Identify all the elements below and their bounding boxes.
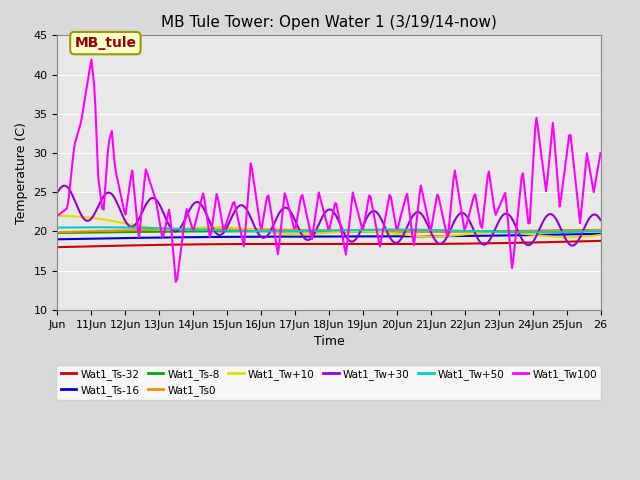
Wat1_Tw+50 xyxy=(232,228,239,234)
Line: Wat1_Ts-16: Wat1_Ts-16 xyxy=(58,234,600,240)
Y-axis label: Temperature (C): Temperature (C) xyxy=(15,122,28,224)
Wat1_Tw+50 xyxy=(94,225,102,230)
Wat1_Ts0 xyxy=(119,228,127,233)
Wat1_Ts0 xyxy=(54,229,61,235)
Wat1_Ts0 xyxy=(447,229,454,235)
Wat1_Tw+50 xyxy=(450,228,458,233)
Wat1_Tw100 xyxy=(448,191,456,197)
Wat1_Ts-8 xyxy=(230,228,238,234)
Wat1_Tw+50 xyxy=(120,225,128,230)
Title: MB Tule Tower: Open Water 1 (3/19/14-now): MB Tule Tower: Open Water 1 (3/19/14-now… xyxy=(161,15,497,30)
Wat1_Ts-32 xyxy=(445,241,453,247)
Line: Wat1_Tw+50: Wat1_Tw+50 xyxy=(58,228,600,232)
Wat1_Ts0 xyxy=(270,227,278,232)
Wat1_Tw+50 xyxy=(54,225,61,230)
Wat1_Ts-16 xyxy=(54,237,61,242)
Wat1_Ts-8 xyxy=(54,230,61,236)
Wat1_Ts-16 xyxy=(269,234,276,240)
Line: Wat1_Ts-8: Wat1_Ts-8 xyxy=(58,230,600,233)
Wat1_Tw+10 xyxy=(564,234,572,240)
Wat1_Tw100 xyxy=(271,235,279,240)
Wat1_Tw+30 xyxy=(54,190,61,195)
Wat1_Tw100 xyxy=(451,168,459,173)
Wat1_Tw100 xyxy=(54,213,61,219)
Wat1_Tw+30 xyxy=(596,217,604,223)
Legend: Wat1_Ts-32, Wat1_Ts-16, Wat1_Ts-8, Wat1_Ts0, Wat1_Tw+10, Wat1_Tw+30, Wat1_Tw+50,: Wat1_Ts-32, Wat1_Ts-16, Wat1_Ts-8, Wat1_… xyxy=(56,364,602,400)
Line: Wat1_Tw+10: Wat1_Tw+10 xyxy=(58,216,600,237)
Wat1_Tw+30 xyxy=(232,207,239,213)
Line: Wat1_Tw+30: Wat1_Tw+30 xyxy=(58,186,600,246)
Wat1_Ts-16 xyxy=(445,233,453,239)
Line: Wat1_Ts0: Wat1_Ts0 xyxy=(58,229,600,232)
Wat1_Ts-32 xyxy=(54,244,61,250)
Wat1_Tw100 xyxy=(172,279,180,285)
Wat1_Tw+50 xyxy=(397,227,404,232)
Wat1_Tw+50 xyxy=(447,228,454,233)
Wat1_Ts-32 xyxy=(596,238,604,244)
Wat1_Tw+10 xyxy=(54,213,61,219)
Wat1_Ts-16 xyxy=(119,235,127,241)
Wat1_Tw+50 xyxy=(596,228,604,234)
Wat1_Ts0 xyxy=(596,227,604,233)
Wat1_Tw+30 xyxy=(450,220,458,226)
Wat1_Tw100 xyxy=(596,150,604,156)
Wat1_Tw+30 xyxy=(397,237,404,243)
Wat1_Ts-32 xyxy=(269,241,276,247)
Wat1_Tw100 xyxy=(120,207,128,213)
Wat1_Tw+10 xyxy=(445,233,453,239)
Text: MB_tule: MB_tule xyxy=(74,36,136,50)
Wat1_Tw+10 xyxy=(396,231,403,237)
Wat1_Tw+30 xyxy=(120,216,128,222)
Wat1_Tw+30 xyxy=(60,183,68,189)
Wat1_Ts-8 xyxy=(596,227,604,233)
Wat1_Ts-16 xyxy=(396,234,403,240)
Wat1_Ts-16 xyxy=(230,234,238,240)
Wat1_Tw+10 xyxy=(119,220,127,226)
Wat1_Ts-8 xyxy=(269,228,276,234)
Wat1_Tw100 xyxy=(398,210,406,216)
Wat1_Ts-32 xyxy=(396,241,403,247)
Wat1_Tw+10 xyxy=(596,232,604,238)
Wat1_Ts0 xyxy=(397,228,404,234)
Wat1_Tw+30 xyxy=(568,243,576,249)
Wat1_Ts-32 xyxy=(230,241,238,247)
Wat1_Ts-32 xyxy=(119,243,127,249)
Wat1_Ts-8 xyxy=(119,229,127,235)
Wat1_Tw+30 xyxy=(270,221,278,227)
Wat1_Tw+50 xyxy=(270,228,278,234)
Wat1_Tw+30 xyxy=(447,226,454,232)
X-axis label: Time: Time xyxy=(314,335,344,348)
Wat1_Ts-16 xyxy=(596,231,604,237)
Wat1_Ts-8 xyxy=(445,228,453,234)
Wat1_Ts0 xyxy=(216,227,223,232)
Wat1_Tw100 xyxy=(233,212,241,217)
Wat1_Ts0 xyxy=(232,227,239,232)
Wat1_Tw+50 xyxy=(531,229,539,235)
Wat1_Ts-32 xyxy=(448,241,456,247)
Wat1_Ts-8 xyxy=(448,228,456,234)
Wat1_Ts0 xyxy=(450,229,458,235)
Wat1_Ts-8 xyxy=(396,229,403,235)
Wat1_Ts-16 xyxy=(448,233,456,239)
Wat1_Tw+10 xyxy=(448,233,456,239)
Line: Wat1_Tw100: Wat1_Tw100 xyxy=(58,60,600,282)
Wat1_Tw+10 xyxy=(230,225,238,231)
Wat1_Tw+10 xyxy=(269,229,276,235)
Wat1_Tw100 xyxy=(88,57,95,62)
Line: Wat1_Ts-32: Wat1_Ts-32 xyxy=(58,241,600,247)
